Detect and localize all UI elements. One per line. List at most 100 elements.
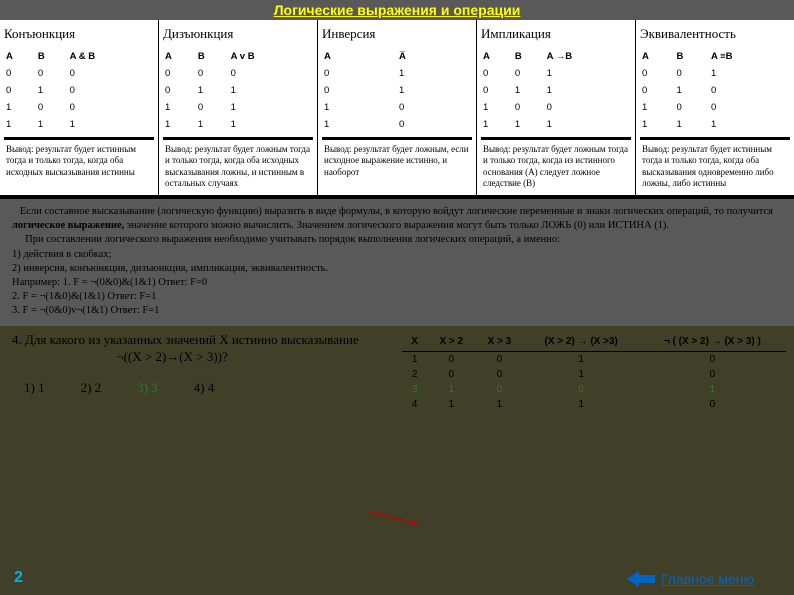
table-cell: 1 <box>196 116 229 133</box>
mid-ex2: 2. F = ¬(1&0)&(1&1) Ответ: F=1 <box>12 291 156 302</box>
conclusion-text: Вывод: результат будет ложным тогда и то… <box>481 137 631 189</box>
table-cell: 0 <box>4 82 36 99</box>
mid-p2: При составлении логического выражения не… <box>25 234 560 245</box>
conclusion-text: Вывод: результат будет истинным тогда и … <box>640 137 790 189</box>
table-cell: 0 <box>36 65 68 82</box>
table-cell: 0 <box>709 99 790 116</box>
operation-column: КонъюнкцияABA & B000010100111Вывод: резу… <box>0 20 159 195</box>
table-cell: 0 <box>513 65 545 82</box>
table-header: B <box>36 48 68 65</box>
table-cell: 0 <box>513 99 545 116</box>
table-header: ¬ ( (X > 2) → (X > 3) ) <box>639 332 786 352</box>
table-cell: 1 <box>229 99 313 116</box>
page-number: 2 <box>14 569 23 587</box>
table-cell: 0 <box>475 382 523 397</box>
table-cell: 0 <box>639 367 786 382</box>
operation-title: Инверсия <box>322 22 472 48</box>
table-cell: 1 <box>4 116 36 133</box>
table-header: (X > 2) → (X >3) <box>524 332 639 352</box>
operation-title: Эквивалентность <box>640 22 790 48</box>
table-cell: 1 <box>397 82 472 99</box>
truth-tables-block: КонъюнкцияABA & B000010100111Вывод: резу… <box>0 20 794 199</box>
truth-table: ABA v B000011101111 <box>163 48 313 133</box>
table-cell: 0 <box>475 367 523 382</box>
answer-option[interactable]: 4) 4 <box>194 380 215 397</box>
table-cell: 0 <box>163 82 196 99</box>
table-cell: 0 <box>427 367 475 382</box>
table-cell: 1 <box>513 82 545 99</box>
main-menu-link[interactable]: Главное меню <box>627 571 754 587</box>
table-cell: 1 <box>402 352 427 368</box>
table-header: A <box>481 48 513 65</box>
main-menu-label: Главное меню <box>661 571 754 587</box>
table-cell: 1 <box>640 99 674 116</box>
operation-column: ИнверсияAA̅01011010Вывод: результат буде… <box>318 20 477 195</box>
table-row: 41110 <box>402 397 786 412</box>
table-cell: 1 <box>322 116 397 133</box>
table-cell: 0 <box>68 99 154 116</box>
table-header: A <box>640 48 674 65</box>
answer-option[interactable]: 1) 1 <box>24 380 45 397</box>
table-cell: 1 <box>4 99 36 116</box>
table-row: 20010 <box>402 367 786 382</box>
result-table: XX > 2X > 3(X > 2) → (X >3)¬ ( (X > 2) →… <box>402 332 786 412</box>
table-cell: 0 <box>36 99 68 116</box>
table-cell: 0 <box>397 99 472 116</box>
question-number: 4. <box>12 332 22 347</box>
table-cell: 1 <box>36 82 68 99</box>
table-cell: 1 <box>475 397 523 412</box>
table-header: A v B <box>229 48 313 65</box>
table-header: A <box>4 48 36 65</box>
table-cell: 1 <box>68 116 154 133</box>
mid-ex1: 1. F = ¬(0&0)&(1&1) Ответ: F=0 <box>63 277 207 288</box>
result-table-wrap: XX > 2X > 3(X > 2) → (X >3)¬ ( (X > 2) →… <box>402 332 786 412</box>
table-cell: 1 <box>524 397 639 412</box>
answer-option[interactable]: 2) 2 <box>81 380 102 397</box>
explanation-text: Если составное высказывание (логическую … <box>0 199 794 326</box>
table-cell: 0 <box>481 65 513 82</box>
table-row: 10010 <box>402 352 786 368</box>
table-header: B <box>513 48 545 65</box>
mid-ex3: 3. F = ¬(0&0)v¬(1&1) Ответ: F=1 <box>12 305 159 316</box>
table-cell: 0 <box>674 99 708 116</box>
mid-exlabel: Например: <box>12 277 60 288</box>
table-cell: 0 <box>229 65 313 82</box>
table-cell: 1 <box>229 116 313 133</box>
mid-p1c: значение которого можно вычислить. Значе… <box>124 220 669 231</box>
table-header: B <box>674 48 708 65</box>
answers-row: 1) 1 2) 2 3) 3 4) 4 <box>12 380 392 397</box>
table-cell: 3 <box>402 382 427 397</box>
answer-option[interactable]: 3) 3 <box>137 380 158 397</box>
table-cell: 1 <box>674 82 708 99</box>
truth-table: ABA →B001011100111 <box>481 48 631 133</box>
table-cell: 1 <box>674 116 708 133</box>
table-header: X <box>402 332 427 352</box>
mid-li1: 1) действия в скобках; <box>12 249 111 260</box>
table-cell: 1 <box>640 116 674 133</box>
truth-table: ABA & B000010100111 <box>4 48 154 133</box>
table-cell: 0 <box>481 82 513 99</box>
table-header: A & B <box>68 48 154 65</box>
table-cell: 0 <box>674 65 708 82</box>
table-cell: 1 <box>229 82 313 99</box>
truth-table: ABA ≡B001010100111 <box>640 48 790 133</box>
table-cell: 1 <box>709 65 790 82</box>
table-cell: 1 <box>163 99 196 116</box>
question-text: Для какого из указанных значений X истин… <box>25 332 359 347</box>
table-cell: 0 <box>322 65 397 82</box>
table-cell: 0 <box>427 352 475 368</box>
question-block: 4. Для какого из указанных значений X ис… <box>12 332 392 412</box>
table-header: A ≡B <box>709 48 790 65</box>
table-cell: 0 <box>196 65 229 82</box>
table-cell: 1 <box>397 65 472 82</box>
table-header: X > 3 <box>475 332 523 352</box>
table-cell: 0 <box>640 82 674 99</box>
table-cell: 1 <box>513 116 545 133</box>
table-cell: 0 <box>4 65 36 82</box>
mid-li2: 2) инверсия, конъюнкция, дизъюнкция, имп… <box>12 263 328 274</box>
table-cell: 1 <box>545 82 631 99</box>
mid-p1a: Если составное высказывание (логическую … <box>20 206 773 217</box>
operation-title: Дизъюнкция <box>163 22 313 48</box>
table-cell: 1 <box>524 352 639 368</box>
table-cell: 1 <box>709 116 790 133</box>
